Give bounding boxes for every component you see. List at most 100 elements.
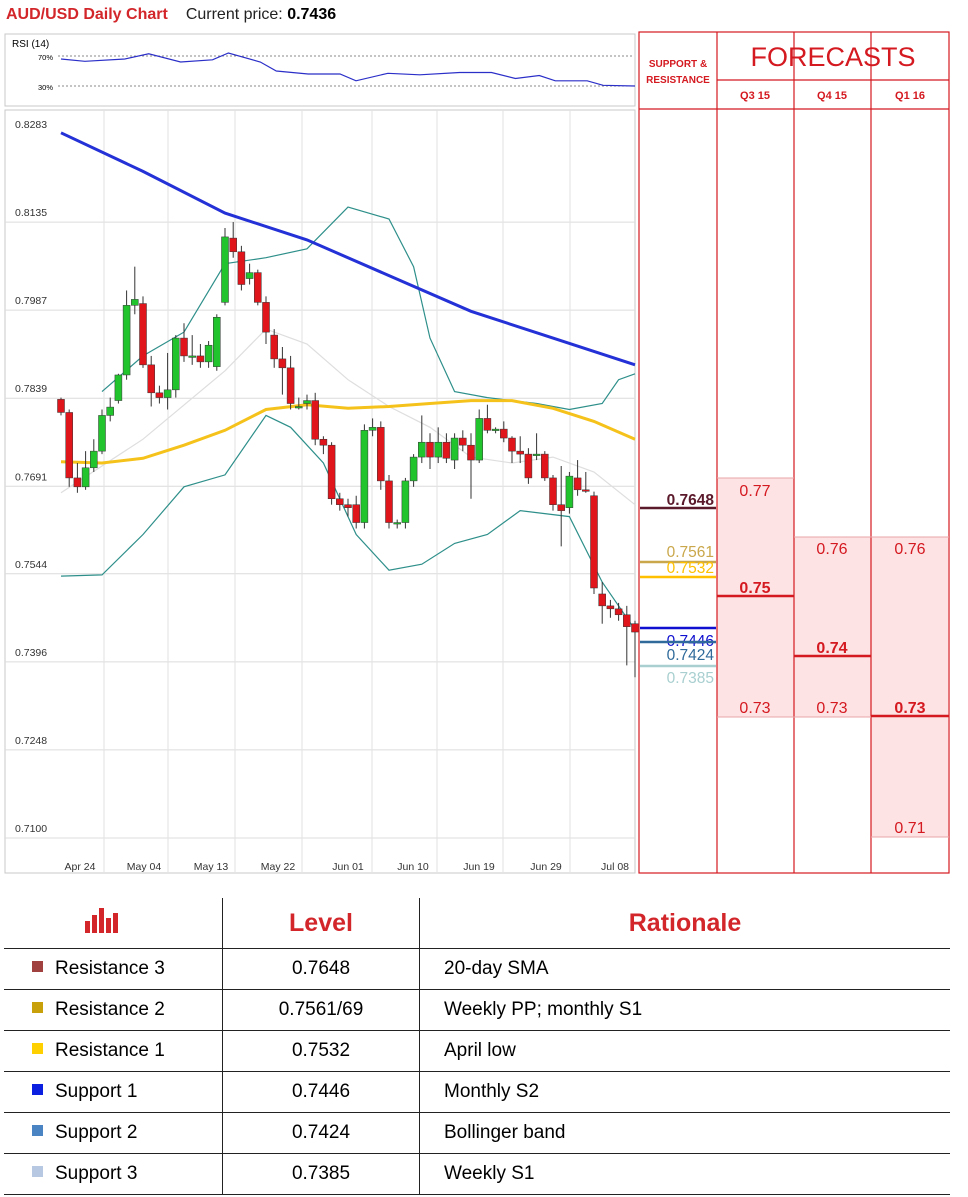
candle-body [418, 441, 426, 458]
candle [598, 582, 606, 624]
candle-body [139, 303, 147, 366]
candle [155, 385, 164, 404]
candle-body [98, 415, 106, 452]
sma-200-line [60, 131, 636, 367]
y-tick-label: 0.7396 [15, 647, 47, 659]
candle-body [106, 406, 114, 416]
candle-body [508, 437, 516, 452]
candle-body [631, 623, 639, 633]
candle [377, 421, 385, 490]
level-name: Support 2 [55, 1122, 138, 1143]
candle-body [204, 344, 213, 363]
candle [344, 498, 352, 517]
candle-body [336, 498, 344, 505]
candle-body [303, 400, 311, 404]
quarter-label: Q1 16 [895, 90, 925, 102]
candle-body [467, 444, 475, 461]
candle-body [614, 608, 623, 616]
chart-header: AUD/USD Daily Chart Current price: 0.7436 [6, 6, 336, 24]
y-tick-label: 0.7691 [15, 471, 47, 483]
candle-body [344, 504, 352, 508]
candle-body [221, 236, 229, 303]
candle [98, 409, 106, 455]
level-swatch [32, 1084, 43, 1096]
level-name: Resistance 1 [55, 1040, 165, 1061]
x-tick-label: Jun 29 [530, 861, 562, 873]
level-swatch [32, 961, 43, 973]
candle [204, 341, 213, 368]
candle [565, 471, 574, 514]
level-name: Resistance 2 [55, 999, 165, 1020]
level-swatch [32, 1125, 43, 1137]
candle [614, 602, 623, 621]
candle-body [73, 477, 82, 488]
candle-body [377, 427, 385, 482]
level-value: 0.7648 [222, 948, 420, 990]
y-tick-label: 0.7987 [15, 295, 47, 307]
candle-body [500, 428, 508, 439]
candle [163, 352, 172, 410]
rationale-header: Rationale [419, 898, 950, 949]
candle-body [180, 337, 188, 357]
candle [450, 433, 459, 469]
candle [286, 355, 295, 410]
level-value: 0.7424 [222, 1112, 420, 1154]
candle-body [90, 450, 98, 469]
level-swatch [32, 1043, 43, 1055]
candle-body [311, 400, 319, 440]
y-tick-label: 0.7544 [15, 559, 47, 571]
candle [336, 492, 344, 511]
candle-body [147, 364, 155, 394]
candle-body [606, 605, 615, 610]
candle-body [541, 453, 549, 479]
level-row: Support 1 0.7446 Monthly S2 [4, 1071, 950, 1113]
candle-body [516, 450, 524, 455]
candle [106, 397, 114, 422]
level-rationale: Monthly S2 [419, 1071, 950, 1113]
level-value: 0.7532 [222, 1030, 420, 1072]
y-tick-label: 0.8135 [15, 207, 47, 219]
candle [483, 404, 492, 434]
rsi-panel: RSI (14) 70% 30% [4, 33, 636, 107]
x-tick-label: May 22 [261, 861, 296, 873]
sr-label: 0.7424 [667, 647, 715, 664]
bollinger-upper-line [101, 206, 636, 411]
candle-body [401, 480, 410, 523]
candle-body [360, 430, 369, 523]
candle [491, 427, 500, 434]
level-row: Support 3 0.7385 Weekly S1 [4, 1153, 950, 1195]
candle [409, 454, 418, 487]
candle [434, 427, 442, 464]
sr-label: 0.7385 [667, 670, 714, 687]
candle [319, 436, 328, 455]
forecast-range [871, 537, 948, 837]
candle [57, 397, 65, 416]
x-tick-label: May 13 [194, 861, 229, 873]
candle-body [393, 522, 401, 525]
candle [65, 409, 73, 487]
candle-body [57, 399, 65, 413]
level-swatch [32, 1002, 43, 1014]
quarter-label: Q4 15 [817, 90, 847, 102]
level-name-cell: Resistance 1 [4, 1030, 223, 1072]
candle-body [196, 355, 205, 363]
candle-body [155, 392, 164, 398]
candle [122, 290, 131, 380]
candle [114, 373, 123, 404]
levels-table: Level Rationale Resistance 3 0.7648 20-day… [4, 898, 950, 1195]
candle-body [459, 437, 467, 446]
current-price: Current price: 0.7436 [186, 6, 336, 23]
candle-body [524, 453, 533, 479]
sr-label: 0.7532 [667, 560, 714, 577]
candle-body [295, 406, 303, 409]
candle-body [532, 453, 541, 456]
candle [139, 296, 147, 368]
y-tick-label: 0.7248 [15, 735, 47, 747]
candle [254, 269, 262, 306]
candle [147, 355, 155, 407]
forecast-range [717, 478, 794, 717]
level-rationale: Weekly PP; monthly S1 [419, 989, 950, 1031]
rsi-line [60, 52, 636, 87]
candle [196, 344, 205, 368]
level-name: Support 1 [55, 1081, 138, 1102]
